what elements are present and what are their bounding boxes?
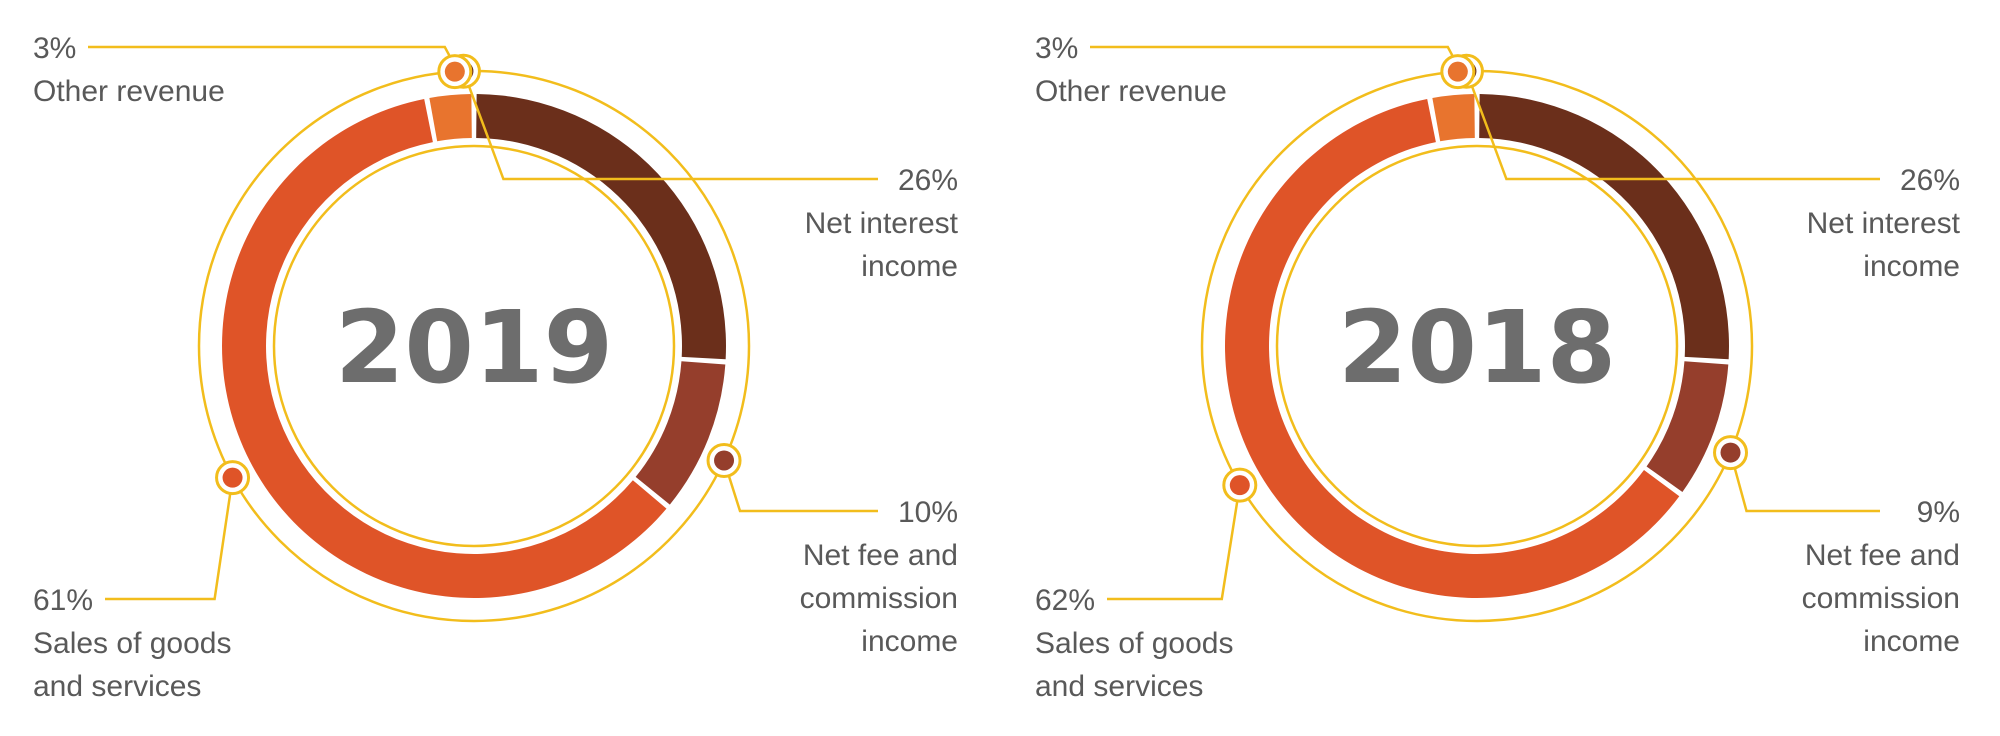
percent-label: 3% [33, 32, 76, 65]
marker-dot [222, 467, 243, 488]
leader-line [1107, 485, 1242, 601]
donut-slice-sales-of-goods-and-services [222, 98, 667, 598]
percent-label: 9% [1917, 496, 1960, 529]
donut-slice-net-fee-and-commission-income [635, 361, 726, 505]
year-label: 2019 [335, 289, 613, 406]
donut-chart-2019: 2019 26% Net interest income 10% Net fee and c… [33, 32, 959, 703]
category-label: Other revenue [33, 75, 225, 108]
donut-slice-other-revenue [429, 94, 472, 142]
donut-slice-other-revenue [1432, 94, 1475, 142]
leader-line [1729, 452, 1880, 513]
category-label: commission [800, 582, 958, 615]
marker-dot [1447, 61, 1468, 82]
category-label: and services [1035, 670, 1203, 703]
leader-line [88, 45, 456, 67]
donut-slice-net-interest-income [1479, 94, 1729, 360]
leader-line [462, 70, 878, 181]
marker-dot [1229, 475, 1250, 496]
marker-dot [714, 450, 735, 471]
category-label: income [1863, 250, 1960, 283]
leader-line [1090, 45, 1459, 67]
percent-label: 3% [1035, 32, 1078, 65]
percent-label: 26% [898, 164, 958, 197]
leader-line [722, 460, 878, 513]
category-label: Sales of goods [1035, 627, 1233, 660]
leader-line [105, 477, 234, 601]
marker-dot [1720, 442, 1741, 463]
marker-dot [444, 61, 465, 82]
category-label: Sales of goods [33, 627, 231, 660]
category-label: Other revenue [1035, 75, 1227, 108]
year-label: 2018 [1338, 289, 1616, 406]
donut-slice-net-fee-and-commission-income [1646, 361, 1729, 492]
category-label: and services [33, 670, 201, 703]
donut-chart-2018: 2018 26% Net interest income 9% Net fee and co… [1035, 32, 1961, 703]
category-label: Net fee and [803, 539, 958, 572]
category-label: income [861, 625, 958, 658]
percent-label: 62% [1035, 584, 1095, 617]
leader-line [1465, 70, 1880, 181]
percent-label: 10% [898, 496, 958, 529]
percent-label: 26% [1900, 164, 1960, 197]
category-label: income [1863, 625, 1960, 658]
inner-ring [1275, 144, 1679, 548]
category-label: Net fee and [1805, 539, 1960, 572]
category-label: commission [1802, 582, 1960, 615]
category-label: Net interest [805, 207, 959, 240]
inner-ring [272, 144, 676, 548]
percent-label: 61% [33, 584, 93, 617]
category-label: income [861, 250, 958, 283]
category-label: Net interest [1807, 207, 1961, 240]
donut-slice-net-interest-income [476, 94, 726, 360]
